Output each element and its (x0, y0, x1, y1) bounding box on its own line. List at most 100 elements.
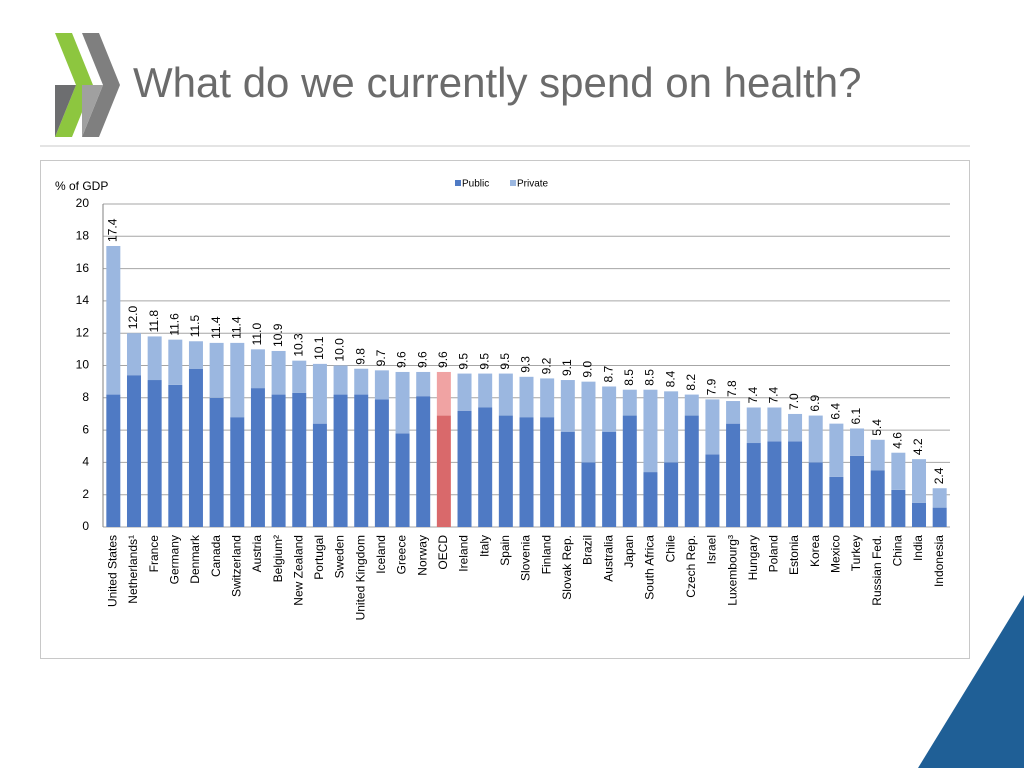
y-tick-label: 2 (82, 487, 89, 501)
bar-segment (271, 394, 286, 527)
x-tick-label: Ireland (457, 535, 471, 572)
total-label: 9.5 (457, 353, 471, 370)
slide-title: What do we currently spend on health? (133, 59, 861, 106)
x-tick-label: Portugal (312, 535, 326, 580)
bar-segment (643, 389, 658, 473)
bar-segment (292, 360, 307, 393)
x-tick-label: Switzerland (229, 535, 243, 597)
total-label: 9.3 (519, 356, 533, 373)
bar-segment (416, 396, 431, 527)
bar-segment (271, 350, 286, 395)
bar-segment (478, 373, 493, 408)
bar-segment (850, 455, 865, 527)
bar-segment (746, 443, 761, 527)
y-tick-label: 14 (76, 293, 90, 307)
x-tick-label: Norway (415, 535, 429, 576)
bar-segment (912, 502, 927, 527)
bar-segment (188, 368, 203, 527)
bar-segment (767, 441, 782, 527)
total-label: 11.0 (250, 323, 264, 346)
bar-segment (932, 507, 947, 527)
total-label: 7.4 (746, 386, 760, 403)
bar-segment (829, 423, 844, 477)
bar-segment (250, 388, 265, 527)
total-label: 9.6 (436, 351, 450, 368)
total-label: 9.7 (374, 349, 388, 366)
x-tick-label: Sweden (333, 535, 347, 578)
total-label: 7.0 (787, 393, 801, 410)
bar-segment (209, 342, 224, 398)
x-tick-label: Austria (250, 535, 264, 573)
x-tick-label: Slovak Rep. (560, 535, 574, 600)
logo-chevron-gray (82, 33, 120, 137)
x-tick-label: South Africa (643, 535, 657, 600)
total-label: 9.6 (415, 351, 429, 368)
y-tick-label: 20 (76, 196, 90, 210)
bar-segment (870, 470, 885, 527)
x-tick-label: Canada (209, 535, 223, 577)
bar-segment (333, 394, 348, 527)
bar-segment (416, 371, 431, 397)
bar-segment (106, 394, 121, 527)
bar-segment (230, 417, 245, 527)
bar-segment (519, 417, 534, 527)
bar-segment (684, 415, 699, 527)
x-tick-label: Australia (601, 535, 615, 582)
bar-segment (602, 431, 617, 527)
y-axis-label: % of GDP (55, 179, 108, 193)
bar-segment (891, 489, 906, 527)
x-tick-label: Indonesia (932, 535, 946, 587)
total-label: 7.9 (705, 378, 719, 395)
total-label: 11.4 (229, 316, 243, 339)
x-tick-label: Finland (539, 535, 553, 574)
x-tick-label: Israel (705, 535, 719, 564)
bar-segment (705, 399, 720, 455)
x-tick-label: Germany (167, 535, 181, 584)
bar-segment (622, 389, 637, 416)
total-label: 17.4 (106, 218, 120, 242)
bar-segment (374, 370, 389, 400)
x-tick-label: Hungary (746, 535, 760, 580)
total-label: 4.2 (911, 438, 925, 455)
x-tick-label: Czech Rep. (684, 535, 698, 598)
y-tick-label: 16 (76, 261, 90, 275)
x-tick-label: Spain (498, 535, 512, 566)
bar-segment (540, 417, 555, 527)
total-label: 6.1 (849, 407, 863, 424)
x-tick-label: Brazil (581, 535, 595, 565)
bar-segment (870, 439, 885, 471)
logo-shade (82, 85, 103, 137)
bar-segment (250, 349, 265, 389)
bar-segment (726, 423, 741, 527)
bar-segment (767, 407, 782, 442)
bar-segment (168, 384, 183, 527)
x-tick-label: India (911, 535, 925, 561)
total-label: 11.8 (147, 310, 161, 333)
bar-segment (312, 423, 327, 527)
y-tick-label: 8 (82, 390, 89, 404)
bar-segment (705, 454, 720, 527)
x-tick-label: Korea (808, 535, 822, 567)
legend-swatch (455, 180, 461, 186)
bar-segment (209, 397, 224, 527)
total-label: 8.2 (684, 374, 698, 391)
bar-segment (808, 462, 823, 527)
x-tick-label: Netherlands¹ (126, 535, 140, 604)
total-label: 5.4 (870, 419, 884, 436)
total-label: 8.5 (643, 369, 657, 386)
bar-segment (126, 375, 141, 527)
bar-segment (354, 394, 369, 527)
bar-segment (188, 341, 203, 369)
total-label: 7.8 (725, 380, 739, 397)
x-tick-label: Mexico (829, 535, 843, 573)
total-label: 6.4 (829, 403, 843, 420)
bar-segment (560, 431, 575, 527)
total-label: 10.1 (312, 336, 326, 360)
corner-triangle (918, 595, 1024, 768)
total-label: 9.2 (539, 357, 553, 374)
x-tick-label: Japan (622, 535, 636, 568)
bar-segment (354, 368, 369, 395)
bar-segment (891, 452, 906, 490)
